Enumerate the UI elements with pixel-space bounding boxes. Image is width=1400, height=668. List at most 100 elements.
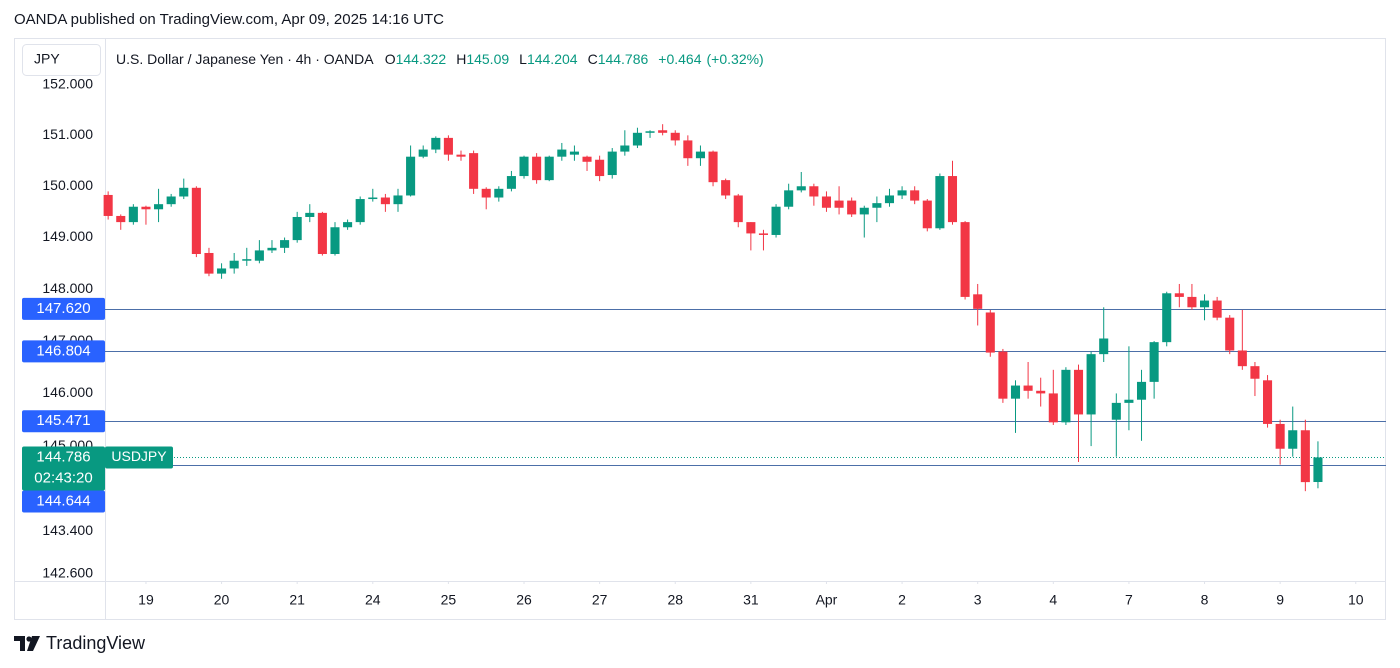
currency-button[interactable] xyxy=(22,44,101,76)
x-tick-label: 26 xyxy=(516,592,532,608)
candle-body xyxy=(532,156,542,181)
candle-body xyxy=(935,176,945,229)
candle-body xyxy=(1036,390,1046,394)
x-tick-label: 20 xyxy=(214,592,230,608)
footer-brand: TradingView xyxy=(46,633,146,653)
candle-body xyxy=(721,180,731,196)
candle-body xyxy=(1237,350,1247,367)
x-tick-label: 7 xyxy=(1125,592,1133,608)
candle-body xyxy=(1162,293,1172,343)
candle-body xyxy=(1149,342,1159,382)
candle-body xyxy=(872,203,882,208)
candle-body xyxy=(343,222,353,228)
x-tick-label: 24 xyxy=(365,592,381,608)
candle-body xyxy=(1124,399,1134,403)
candle-body xyxy=(116,215,126,223)
candle-body xyxy=(519,156,529,177)
x-tick-label: 9 xyxy=(1276,592,1284,608)
candle-body xyxy=(683,140,693,159)
price-line-label: 147.620 xyxy=(36,300,90,317)
price-line-label: 146.804 xyxy=(36,342,90,359)
symbol-box xyxy=(105,446,173,469)
candle-body xyxy=(103,194,113,216)
y-tick-label: 142.600 xyxy=(42,565,93,581)
candle-body xyxy=(595,159,605,177)
x-tick-label: 2 xyxy=(898,592,906,608)
candle-body xyxy=(443,137,453,155)
candle-body xyxy=(393,195,403,205)
candle-body xyxy=(746,222,756,234)
candle-body xyxy=(607,151,617,176)
candle-body xyxy=(973,294,983,309)
y-tick-label: 151.000 xyxy=(42,126,93,142)
candle-body xyxy=(910,190,920,201)
candle-body xyxy=(229,260,239,269)
x-tick-label: 21 xyxy=(289,592,305,608)
candle-body xyxy=(1111,402,1121,420)
candle-body xyxy=(645,131,655,133)
candle-body xyxy=(658,130,668,133)
candle-body xyxy=(469,153,479,189)
last-price-box xyxy=(22,446,105,491)
currency-label[interactable]: JPY xyxy=(34,51,60,67)
candle-body xyxy=(922,200,932,229)
x-tick-label: 4 xyxy=(1049,592,1057,608)
candle-body xyxy=(317,212,327,255)
x-tick-label: 25 xyxy=(441,592,457,608)
plot-area xyxy=(103,124,1386,492)
candle-body xyxy=(632,132,642,146)
x-tick-label: 28 xyxy=(667,592,683,608)
candle-body xyxy=(758,233,768,235)
candle-body xyxy=(368,197,378,200)
candle-body xyxy=(796,186,806,191)
x-tick-label: Apr xyxy=(816,592,838,608)
y-tick-label: 143.400 xyxy=(42,522,93,538)
x-tick-label: 31 xyxy=(743,592,759,608)
candle-body xyxy=(330,227,340,255)
candle-body xyxy=(985,312,995,353)
change-percent: (+0.32%) xyxy=(707,51,764,67)
candle-body xyxy=(1250,366,1260,379)
candle-body xyxy=(305,212,315,217)
candle-body xyxy=(1099,338,1109,355)
candle-body xyxy=(809,186,819,197)
x-tick-label: 3 xyxy=(974,592,982,608)
candle-body xyxy=(947,176,958,223)
candle-body xyxy=(191,187,201,255)
candle-body xyxy=(1086,354,1096,415)
candle-body xyxy=(1275,423,1285,449)
candle-body xyxy=(884,195,895,204)
candle-body xyxy=(569,151,579,155)
candle-body xyxy=(166,196,176,205)
candle-body xyxy=(998,351,1008,399)
candle-body xyxy=(1061,369,1071,423)
countdown-label: 02:43:20 xyxy=(34,469,92,486)
candle-body xyxy=(557,149,567,157)
symbol-label: USDJPY xyxy=(111,448,167,464)
candle-body xyxy=(179,187,189,197)
y-tick-label: 149.000 xyxy=(42,228,93,244)
candle-body xyxy=(128,206,138,223)
candle-body xyxy=(418,149,428,157)
candle-body xyxy=(1010,385,1021,399)
candle-body xyxy=(960,222,970,297)
candle-body xyxy=(1212,300,1222,318)
candle-body xyxy=(897,190,907,196)
candle-body xyxy=(834,200,844,208)
symbol-legend: U.S. Dollar / Japanese Yen · 4h · OANDA … xyxy=(116,51,764,67)
candle-body xyxy=(1048,393,1058,423)
candle-body xyxy=(292,216,302,241)
publish-header: OANDA published on TradingView.com, Apr … xyxy=(14,11,444,28)
candle-body xyxy=(141,206,151,210)
candle-body xyxy=(1263,380,1273,424)
ohlc-value: 144.322 xyxy=(396,51,447,67)
candle-body xyxy=(1136,381,1147,400)
candle-body xyxy=(204,252,214,274)
candle-body xyxy=(254,250,264,261)
candle-body xyxy=(544,156,554,181)
x-tick-label: 19 xyxy=(138,592,154,608)
price-line-box xyxy=(22,340,105,363)
y-tick-label: 150.000 xyxy=(42,177,93,193)
price-axis: 152.000151.000150.000149.000148.000147.0… xyxy=(42,75,1363,607)
candle-body xyxy=(267,247,277,251)
